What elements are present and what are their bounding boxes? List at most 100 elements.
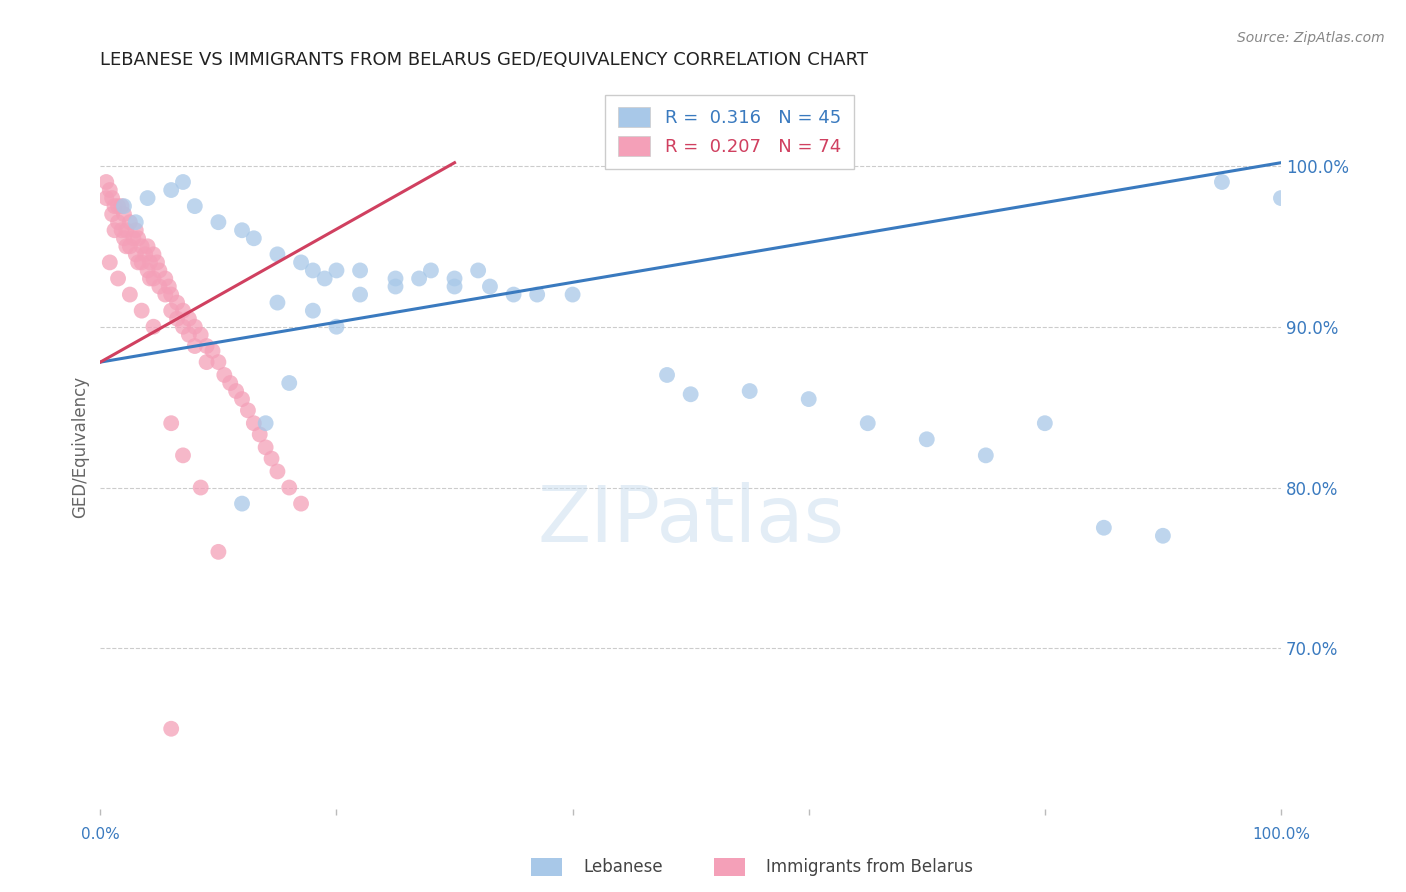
Point: [254, 440, 277, 454]
Point: [160, 722, 183, 736]
Point: [190, 481, 212, 495]
Point: [136, 239, 159, 253]
Point: [131, 255, 153, 269]
Point: [201, 343, 224, 358]
Point: [107, 215, 129, 229]
Point: [112, 207, 135, 221]
Point: [797, 392, 820, 406]
Point: [856, 416, 879, 430]
Point: [278, 376, 301, 390]
Point: [146, 255, 169, 269]
Point: [160, 287, 183, 301]
Point: [101, 191, 124, 205]
Point: [125, 247, 148, 261]
Point: [190, 327, 212, 342]
Point: [207, 355, 229, 369]
Point: [384, 279, 406, 293]
Point: [219, 376, 242, 390]
Point: [655, 368, 678, 382]
Point: [302, 303, 325, 318]
Point: [101, 207, 124, 221]
Text: LEBANESE VS IMMIGRANTS FROM BELARUS GED/EQUIVALENCY CORRELATION CHART: LEBANESE VS IMMIGRANTS FROM BELARUS GED/…: [100, 51, 869, 69]
Point: [302, 263, 325, 277]
Point: [1211, 175, 1233, 189]
Y-axis label: GED/Equivalency: GED/Equivalency: [72, 376, 89, 518]
Point: [172, 303, 194, 318]
Point: [172, 319, 194, 334]
Point: [1270, 191, 1292, 205]
Legend: R =  0.316   N = 45, R =  0.207   N = 74: R = 0.316 N = 45, R = 0.207 N = 74: [605, 95, 853, 169]
Point: [738, 384, 761, 398]
Point: [184, 339, 207, 353]
Point: [290, 255, 312, 269]
Point: [96, 175, 118, 189]
Point: [231, 497, 253, 511]
Point: [110, 223, 132, 237]
Point: [443, 279, 465, 293]
Point: [103, 223, 125, 237]
Point: [155, 287, 177, 301]
Point: [266, 465, 288, 479]
Point: [1152, 529, 1174, 543]
Point: [236, 403, 259, 417]
Point: [177, 327, 200, 342]
Point: [107, 271, 129, 285]
Point: [207, 545, 229, 559]
Point: [478, 279, 501, 293]
Point: [526, 287, 548, 301]
Point: [125, 215, 148, 229]
Text: Source: ZipAtlas.com: Source: ZipAtlas.com: [1237, 31, 1385, 45]
Point: [96, 191, 118, 205]
Point: [112, 199, 135, 213]
Point: [467, 263, 489, 277]
Point: [148, 263, 170, 277]
Point: [142, 271, 165, 285]
Point: [231, 392, 253, 406]
Point: [166, 295, 188, 310]
Point: [349, 287, 371, 301]
Point: [160, 416, 183, 430]
Point: [214, 368, 236, 382]
Point: [502, 287, 524, 301]
Point: [177, 311, 200, 326]
Point: [107, 199, 129, 213]
Text: Lebanese: Lebanese: [583, 858, 664, 876]
Point: [131, 239, 153, 253]
Text: 0.0%: 0.0%: [82, 827, 120, 842]
Point: [127, 231, 149, 245]
Point: [142, 247, 165, 261]
Point: [115, 223, 138, 237]
Point: [243, 231, 266, 245]
Point: [1092, 521, 1115, 535]
Point: [118, 239, 141, 253]
Point: [157, 279, 180, 293]
Point: [561, 287, 583, 301]
Point: [254, 416, 277, 430]
Point: [166, 311, 188, 326]
Point: [278, 481, 301, 495]
Point: [110, 199, 132, 213]
Point: [155, 271, 177, 285]
Point: [349, 263, 371, 277]
Point: [443, 271, 465, 285]
Point: [136, 191, 159, 205]
Point: [384, 271, 406, 285]
Point: [266, 247, 288, 261]
Point: [172, 175, 194, 189]
Point: [98, 255, 121, 269]
Point: [142, 319, 165, 334]
Point: [118, 215, 141, 229]
Point: [160, 303, 183, 318]
Point: [148, 279, 170, 293]
Point: [139, 271, 162, 285]
Point: [139, 255, 162, 269]
Point: [1033, 416, 1056, 430]
Point: [184, 319, 207, 334]
Text: ZIPatlas: ZIPatlas: [537, 482, 844, 558]
Point: [98, 183, 121, 197]
Point: [408, 271, 430, 285]
Point: [225, 384, 247, 398]
Point: [679, 387, 702, 401]
Point: [125, 223, 148, 237]
Point: [118, 287, 141, 301]
